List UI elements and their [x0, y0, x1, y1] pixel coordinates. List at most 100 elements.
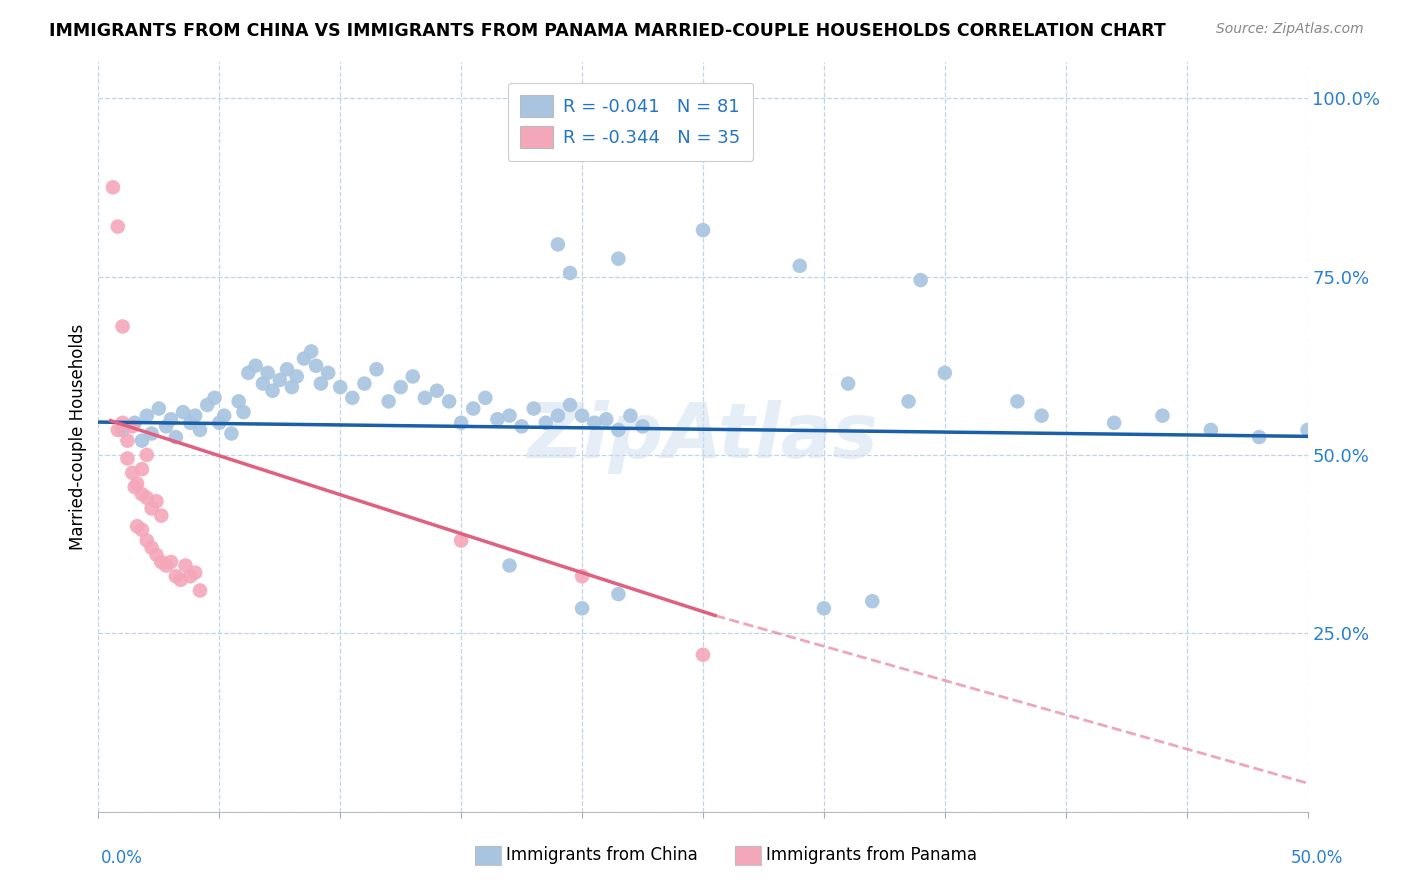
Point [131, 462, 153, 476]
Point [523, 401, 546, 416]
Point [107, 423, 129, 437]
Point [607, 252, 630, 266]
Point [208, 416, 231, 430]
Point [127, 519, 149, 533]
Point [1007, 394, 1029, 409]
Point [221, 426, 243, 441]
Point [583, 416, 606, 430]
Point [184, 566, 207, 580]
Point [860, 594, 883, 608]
Legend: R = -0.041   N = 81, R = -0.344   N = 35: R = -0.041 N = 81, R = -0.344 N = 35 [508, 83, 754, 161]
Point [607, 587, 630, 601]
Point [124, 480, 146, 494]
Text: Immigrants from China: Immigrants from China [506, 847, 697, 864]
Point [910, 273, 932, 287]
Point [329, 380, 352, 394]
Point [789, 259, 811, 273]
Point [131, 434, 153, 448]
Point [228, 394, 250, 409]
Point [450, 416, 472, 430]
Point [188, 423, 211, 437]
Point [179, 416, 201, 430]
Point [510, 419, 533, 434]
Point [145, 548, 167, 562]
Point [474, 391, 496, 405]
Point [276, 362, 298, 376]
Point [389, 380, 412, 394]
Point [117, 451, 139, 466]
Text: IMMIGRANTS FROM CHINA VS IMMIGRANTS FROM PANAMA MARRIED-COUPLE HOUSEHOLDS CORREL: IMMIGRANTS FROM CHINA VS IMMIGRANTS FROM… [49, 22, 1166, 40]
Point [124, 416, 146, 430]
Point [256, 366, 278, 380]
Text: Source: ZipAtlas.com: Source: ZipAtlas.com [1216, 22, 1364, 37]
Point [558, 266, 581, 280]
Point [172, 405, 194, 419]
Point [145, 494, 167, 508]
Point [631, 419, 654, 434]
Point [426, 384, 449, 398]
Y-axis label: Married-couple Households: Married-couple Households [69, 324, 87, 550]
Point [498, 409, 520, 423]
Point [245, 359, 267, 373]
Point [155, 419, 177, 434]
Point [1031, 409, 1053, 423]
Point [571, 409, 593, 423]
Point [299, 344, 322, 359]
Point [121, 419, 143, 434]
Point [1296, 423, 1319, 437]
Point [595, 412, 617, 426]
Point [160, 555, 183, 569]
Point [1102, 416, 1125, 430]
Point [212, 409, 235, 423]
Point [316, 366, 339, 380]
Point [413, 391, 436, 405]
Point [135, 491, 157, 505]
Point [204, 391, 226, 405]
Point [262, 384, 284, 398]
Point [269, 373, 291, 387]
Point [238, 366, 260, 380]
Point [141, 541, 163, 555]
Point [292, 351, 315, 366]
Point [252, 376, 274, 391]
Text: 50.0%: 50.0% [1291, 849, 1343, 867]
Point [547, 237, 569, 252]
Point [111, 319, 134, 334]
Point [558, 398, 581, 412]
Point [148, 401, 170, 416]
Point [309, 376, 332, 391]
Point [107, 219, 129, 234]
Point [607, 423, 630, 437]
Point [127, 476, 149, 491]
Point [160, 412, 183, 426]
Point [141, 426, 163, 441]
Point [1249, 430, 1271, 444]
Point [165, 430, 187, 444]
Point [692, 223, 714, 237]
Point [121, 466, 143, 480]
Point [571, 569, 593, 583]
Point [165, 569, 187, 583]
Point [141, 501, 163, 516]
Point [498, 558, 520, 573]
Point [131, 523, 153, 537]
Point [305, 359, 328, 373]
Point [934, 366, 956, 380]
Point [342, 391, 364, 405]
Point [232, 405, 254, 419]
Point [1152, 409, 1174, 423]
Point [135, 533, 157, 548]
Point [174, 558, 197, 573]
Point [534, 416, 557, 430]
Point [837, 376, 859, 391]
Point [117, 434, 139, 448]
Point [692, 648, 714, 662]
Point [353, 376, 375, 391]
Point [619, 409, 641, 423]
Point [281, 380, 304, 394]
Point [285, 369, 308, 384]
Point [150, 508, 173, 523]
Point [571, 601, 593, 615]
Point [486, 412, 509, 426]
Text: Immigrants from Panama: Immigrants from Panama [766, 847, 977, 864]
